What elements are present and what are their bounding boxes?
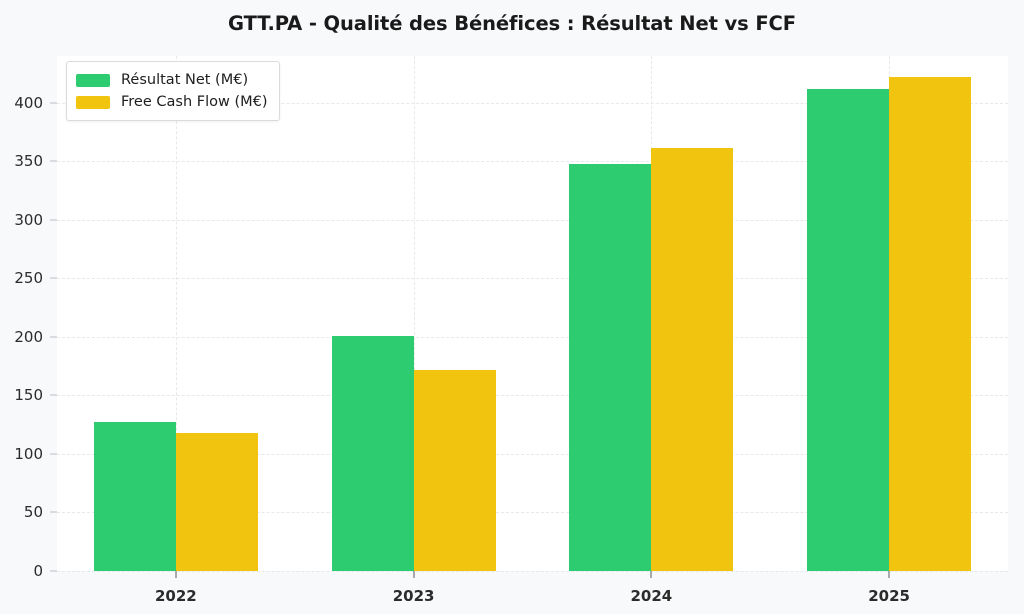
y-axis-tick-label: 100 — [14, 444, 43, 463]
y-axis-tick-label: 50 — [23, 503, 43, 522]
x-axis-tick-label: 2025 — [868, 587, 910, 605]
legend-item[interactable]: Free Cash Flow (M€) — [76, 91, 268, 113]
gridline — [57, 571, 1008, 572]
plot-area — [57, 56, 1008, 572]
gridline — [57, 512, 1008, 514]
legend-item-label: Free Cash Flow (M€) — [121, 94, 268, 110]
y-axis-tick-label: 250 — [14, 269, 43, 288]
gridline — [57, 453, 1008, 455]
y-axis-tick-mark — [50, 453, 57, 455]
gridline — [57, 336, 1008, 338]
y-axis-tick-label: 150 — [14, 386, 43, 405]
y-axis: 0 50 100 150 200 250 300 350 400 — [0, 56, 57, 580]
legend-item[interactable]: Résultat Net (M€) — [76, 69, 268, 91]
bar — [175, 432, 258, 571]
vertical-gridline — [175, 56, 177, 571]
vertical-gridline — [413, 56, 415, 571]
bar — [93, 422, 176, 571]
y-axis-tick-mark — [50, 336, 57, 338]
y-axis-tick-mark — [50, 511, 57, 513]
x-axis-tick-label: 2023 — [392, 587, 435, 605]
bar — [807, 88, 890, 571]
y-axis-tick-label: 350 — [14, 152, 43, 171]
y-axis-tick-mark — [50, 277, 57, 279]
x-axis-tick-mark — [175, 571, 177, 578]
gridline — [57, 219, 1008, 221]
y-axis-tick-mark — [50, 160, 57, 162]
y-axis-tick-label: 400 — [14, 93, 43, 112]
x-axis-tick-mark — [413, 571, 415, 578]
y-axis-tick-mark — [50, 102, 57, 104]
y-axis-tick-mark — [50, 219, 57, 221]
y-axis-tick-label: 200 — [14, 327, 43, 346]
bar — [331, 335, 414, 571]
bar — [889, 77, 972, 571]
x-axis-tick-mark — [650, 571, 652, 578]
gridline — [57, 161, 1008, 163]
gridline — [57, 278, 1008, 280]
y-axis-tick-label: 0 — [33, 562, 43, 580]
chart-legend: Résultat Net (M€) Free Cash Flow (M€) — [66, 61, 280, 121]
x-axis-tick-label: 2024 — [630, 587, 673, 605]
bar — [569, 163, 652, 571]
x-axis: 2022 2023 2024 2025 — [57, 571, 1008, 614]
y-axis-tick-label: 300 — [14, 210, 43, 229]
bar — [651, 148, 734, 571]
gridline — [57, 102, 1008, 104]
legend-item-label: Résultat Net (M€) — [121, 72, 249, 88]
x-axis-tick-label: 2022 — [155, 587, 197, 605]
gridline — [57, 395, 1008, 397]
bar — [413, 369, 496, 571]
y-axis-tick-mark — [50, 394, 57, 396]
page-title: GTT.PA - Qualité des Bénéfices : Résulta… — [228, 12, 796, 35]
legend-swatch-icon — [76, 73, 110, 87]
y-axis-tick-mark — [50, 570, 57, 572]
legend-swatch-icon — [76, 95, 110, 109]
x-axis-tick-mark — [888, 571, 890, 578]
